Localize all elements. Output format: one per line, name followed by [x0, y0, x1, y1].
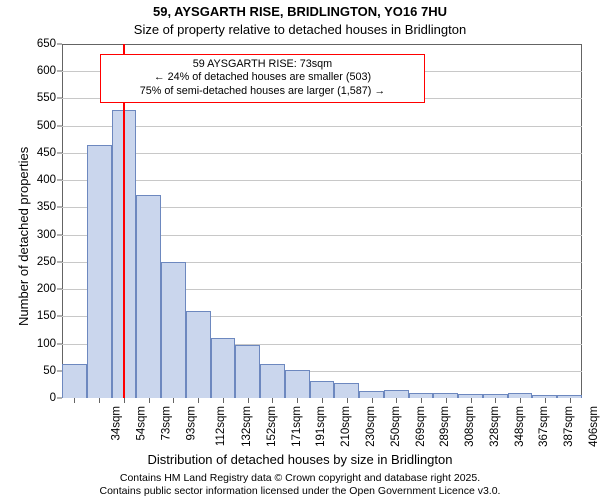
- histogram-bar: [161, 262, 186, 398]
- x-tick-mark: [173, 398, 174, 403]
- gridline: [62, 153, 582, 154]
- y-tick-label: 350: [37, 201, 62, 213]
- x-tick-label: 367sqm: [538, 404, 550, 447]
- histogram-bar: [62, 364, 87, 398]
- annotation-line-1: ← 24% of detached houses are smaller (50…: [107, 71, 418, 84]
- histogram-bar: [310, 381, 335, 398]
- x-tick-label: 73sqm: [160, 404, 172, 441]
- histogram-bar: [211, 338, 236, 398]
- x-tick-label: 132sqm: [241, 404, 253, 447]
- y-tick-label: 400: [37, 174, 62, 186]
- chart-title: 59, AYSGARTH RISE, BRIDLINGTON, YO16 7HU: [0, 4, 600, 19]
- x-tick-label: 54sqm: [136, 404, 148, 441]
- x-tick-mark: [396, 398, 397, 403]
- x-tick-mark: [471, 398, 472, 403]
- x-tick-label: 191sqm: [315, 404, 327, 447]
- x-tick-mark: [545, 398, 546, 403]
- x-tick-mark: [198, 398, 199, 403]
- x-tick-mark: [74, 398, 75, 403]
- x-tick-label: 269sqm: [414, 404, 426, 447]
- x-tick-label: 93sqm: [185, 404, 197, 441]
- gridline: [62, 126, 582, 127]
- histogram-bar: [384, 390, 409, 398]
- x-axis-label: Distribution of detached houses by size …: [0, 452, 600, 467]
- footer-line-1: Contains HM Land Registry data © Crown c…: [0, 472, 600, 485]
- x-tick-mark: [520, 398, 521, 403]
- x-tick-mark: [570, 398, 571, 403]
- annotation-box: 59 AYSGARTH RISE: 73sqm← 24% of detached…: [100, 54, 425, 103]
- y-tick-label: 600: [37, 65, 62, 77]
- gridline: [62, 180, 582, 181]
- x-tick-mark: [124, 398, 125, 403]
- histogram-bar: [136, 195, 161, 398]
- x-tick-mark: [372, 398, 373, 403]
- annotation-title: 59 AYSGARTH RISE: 73sqm: [107, 58, 418, 71]
- histogram-bar: [186, 311, 211, 398]
- y-tick-label: 500: [37, 120, 62, 132]
- x-tick-label: 171sqm: [291, 404, 303, 447]
- x-tick-mark: [421, 398, 422, 403]
- x-tick-mark: [322, 398, 323, 403]
- histogram-bar: [260, 364, 285, 398]
- x-tick-mark: [297, 398, 298, 403]
- histogram-bar: [334, 383, 359, 398]
- y-tick-label: 0: [50, 392, 62, 404]
- plot-area: 0501001502002503003504004505005506006503…: [62, 44, 582, 398]
- y-axis-label: Number of detached properties: [16, 147, 31, 326]
- x-tick-mark: [495, 398, 496, 403]
- x-tick-mark: [149, 398, 150, 403]
- x-tick-label: 289sqm: [439, 404, 451, 447]
- x-tick-label: 230sqm: [365, 404, 377, 447]
- x-tick-label: 308sqm: [464, 404, 476, 447]
- x-tick-label: 387sqm: [563, 404, 575, 447]
- x-tick-label: 348sqm: [513, 404, 525, 447]
- x-tick-mark: [223, 398, 224, 403]
- x-tick-label: 406sqm: [588, 404, 600, 447]
- x-tick-label: 34sqm: [111, 404, 123, 441]
- y-tick-label: 450: [37, 147, 62, 159]
- x-tick-label: 152sqm: [266, 404, 278, 447]
- y-tick-label: 550: [37, 92, 62, 104]
- x-tick-label: 328sqm: [489, 404, 501, 447]
- x-tick-mark: [446, 398, 447, 403]
- chart-subtitle: Size of property relative to detached ho…: [0, 22, 600, 37]
- x-tick-label: 210sqm: [340, 404, 352, 447]
- y-tick-label: 250: [37, 256, 62, 268]
- x-tick-mark: [272, 398, 273, 403]
- y-tick-label: 300: [37, 229, 62, 241]
- x-tick-mark: [347, 398, 348, 403]
- histogram-bar: [87, 145, 112, 398]
- histogram-bar: [285, 370, 310, 398]
- x-tick-label: 112sqm: [215, 404, 227, 446]
- footer-line-2: Contains public sector information licen…: [0, 485, 600, 498]
- chart-container: { "title": "59, AYSGARTH RISE, BRIDLINGT…: [0, 0, 600, 500]
- y-tick-label: 150: [37, 310, 62, 322]
- y-tick-label: 650: [37, 38, 62, 50]
- footer-attribution: Contains HM Land Registry data © Crown c…: [0, 472, 600, 498]
- histogram-bar: [235, 345, 260, 398]
- annotation-line-2: 75% of semi-detached houses are larger (…: [107, 85, 418, 98]
- y-tick-label: 200: [37, 283, 62, 295]
- x-tick-mark: [248, 398, 249, 403]
- y-tick-label: 100: [37, 338, 62, 350]
- y-tick-label: 50: [43, 365, 62, 377]
- x-tick-label: 250sqm: [390, 404, 402, 447]
- x-tick-mark: [99, 398, 100, 403]
